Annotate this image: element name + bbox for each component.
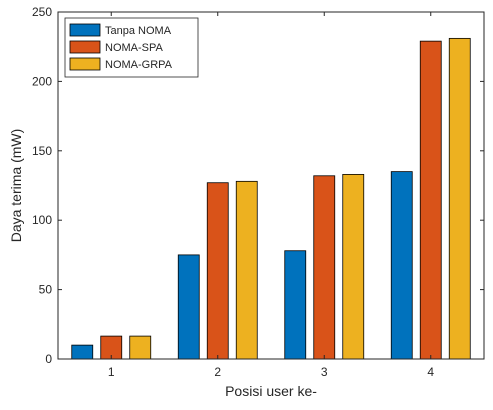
- x-tick-label: 4: [427, 365, 434, 379]
- x-tick-label: 3: [321, 365, 328, 379]
- legend-swatch-noma-spa: [69, 40, 101, 54]
- legend-label: NOMA-SPA: [105, 42, 164, 54]
- x-axis-label: Posisi user ke-: [225, 383, 317, 399]
- bar-tanpa-noma-1: [71, 344, 94, 360]
- y-axis-label: Daya terima (mW): [8, 129, 24, 243]
- legend-label: Tanpa NOMA: [105, 25, 172, 37]
- x-tick-label: 1: [108, 365, 115, 379]
- plot-area-frame: [57, 11, 485, 360]
- bar-noma-grpa-4: [448, 37, 471, 360]
- bar-noma-grpa-2: [235, 180, 258, 360]
- bar-noma-spa-2: [206, 182, 229, 360]
- y-tick-label: 100: [32, 213, 52, 227]
- bar-noma-spa-4: [419, 40, 442, 360]
- y-tick-label: 0: [45, 352, 52, 366]
- bar-noma-grpa-1: [129, 335, 152, 360]
- legend-swatch-tanpa-noma: [69, 23, 101, 37]
- y-tick-label: 150: [32, 144, 52, 158]
- legend-label: NOMA-GRPA: [105, 59, 173, 71]
- bar-noma-spa-3: [313, 175, 336, 360]
- bar-noma-grpa-3: [342, 173, 365, 360]
- legend-swatch-noma-grpa: [69, 57, 101, 71]
- y-tick-label: 200: [32, 74, 52, 88]
- legend: Tanpa NOMA NOMA-SPA NOMA-GRPA: [64, 17, 199, 78]
- y-tick-label: 50: [39, 283, 53, 297]
- bar-tanpa-noma-2: [177, 254, 200, 360]
- bar-tanpa-noma-4: [390, 171, 413, 360]
- y-tick-label: 250: [32, 5, 52, 19]
- bar-tanpa-noma-3: [284, 250, 307, 360]
- x-tick-label: 2: [214, 365, 221, 379]
- bars-layer: [71, 37, 471, 360]
- ticks-layer: 1 2 3 4 0 50 100 150 200 250: [32, 5, 484, 379]
